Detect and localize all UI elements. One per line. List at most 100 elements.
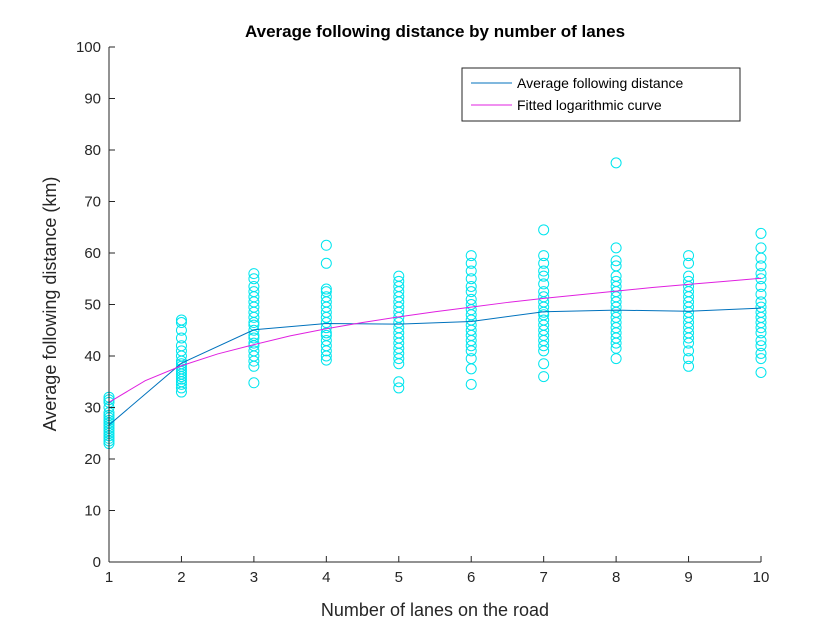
scatter-point [465, 353, 477, 365]
scatter-point [538, 291, 550, 303]
x-tick-label: 7 [539, 569, 547, 586]
scatter-point [320, 286, 332, 298]
scatter-point [320, 291, 332, 303]
y-tick-label: 20 [84, 451, 101, 468]
legend-entry: Fitted logarithmic curve [517, 97, 662, 113]
y-tick-label: 80 [84, 142, 101, 159]
legend-entry: Average following distance [517, 75, 684, 91]
scatter-point [683, 250, 695, 262]
y-tick-label: 70 [84, 194, 101, 211]
y-tick-label: 30 [84, 400, 101, 417]
scatter-point [610, 275, 622, 287]
legend-box [461, 67, 741, 122]
scatter-point [538, 224, 550, 236]
series-lines [108, 277, 762, 426]
scatter-point [683, 353, 695, 365]
scatter-point [175, 345, 187, 357]
scatter-point [683, 257, 695, 269]
scatter-point [248, 273, 260, 285]
y-tick-label: 40 [84, 348, 101, 365]
scatter-point [610, 255, 622, 267]
scatter-point [755, 347, 767, 359]
scatter-point [610, 353, 622, 365]
scatter-point [755, 227, 767, 239]
scatter-point [248, 280, 260, 292]
scatter-point [248, 377, 260, 389]
x-tick-label: 9 [684, 569, 692, 586]
y-tick-label: 60 [84, 245, 101, 262]
scatter-point [465, 257, 477, 269]
scatter-point [755, 335, 767, 347]
scatter-point [465, 363, 477, 375]
scatter-point [465, 250, 477, 262]
x-tick-label: 8 [612, 569, 620, 586]
x-tick-label: 2 [177, 569, 185, 586]
scatter-point [248, 332, 260, 344]
scatter-point [755, 280, 767, 292]
scatter-point [465, 265, 477, 277]
scatter-point [538, 270, 550, 282]
scatter-point [393, 382, 405, 394]
y-tick-label: 10 [84, 503, 101, 520]
scatter-point [248, 345, 260, 357]
x-tick-label: 4 [322, 569, 330, 586]
scatter-point [683, 345, 695, 357]
scatter-point [755, 296, 767, 308]
scatter-point [610, 242, 622, 254]
scatter-point [175, 317, 187, 329]
scatter-point [320, 283, 332, 295]
scatter-point [755, 353, 767, 365]
scatter-point [683, 275, 695, 287]
scatter-point [538, 257, 550, 269]
scatter-point [175, 340, 187, 352]
y-tick-label: 0 [93, 554, 101, 571]
scatter-point [248, 286, 260, 298]
scatter-point [610, 157, 622, 169]
scatter-point [755, 252, 767, 264]
y-tick-label: 100 [76, 39, 101, 56]
average-distance-line [108, 307, 762, 426]
scatter-point [248, 324, 260, 336]
scatter-point [683, 270, 695, 282]
x-tick-label: 1 [105, 569, 113, 586]
scatter-point [393, 275, 405, 287]
scatter-point [393, 270, 405, 282]
scatter-point [755, 301, 767, 313]
legend: Average following distance Fitted logarit… [461, 67, 741, 122]
chart-title: Average following distance by number of … [245, 22, 625, 41]
scatter-point [320, 257, 332, 269]
scatter-point [610, 260, 622, 272]
scatter-point [465, 273, 477, 285]
scatter-point [538, 250, 550, 262]
scatter-point [755, 288, 767, 300]
fitted-curve-line [108, 277, 762, 403]
y-axis-label: Average following distance (km) [40, 177, 60, 432]
scatter-point [175, 314, 187, 326]
scatter-point [755, 366, 767, 378]
scatter-points [103, 157, 767, 450]
scatter-point [248, 268, 260, 280]
scatter-point [683, 360, 695, 372]
x-tick-label: 3 [250, 569, 258, 586]
scatter-point [538, 265, 550, 277]
scatter-point [755, 242, 767, 254]
scatter-point [320, 354, 332, 366]
scatter-point [538, 371, 550, 383]
scatter-point [755, 260, 767, 272]
scatter-point [538, 286, 550, 298]
x-tick-label: 6 [467, 569, 475, 586]
scatter-point [320, 329, 332, 341]
scatter-point [465, 280, 477, 292]
scatter-point [465, 293, 477, 305]
scatter-point [538, 314, 550, 326]
y-tick-label: 50 [84, 297, 101, 314]
x-tick-label: 10 [753, 569, 770, 586]
scatter-point [755, 340, 767, 352]
scatter-point [538, 358, 550, 370]
scatter-point [465, 299, 477, 310]
scatter-point [175, 363, 187, 375]
scatter-point [393, 376, 405, 388]
x-tick-label: 5 [395, 569, 403, 586]
scatter-point [175, 382, 187, 394]
scatter-point [465, 286, 477, 298]
